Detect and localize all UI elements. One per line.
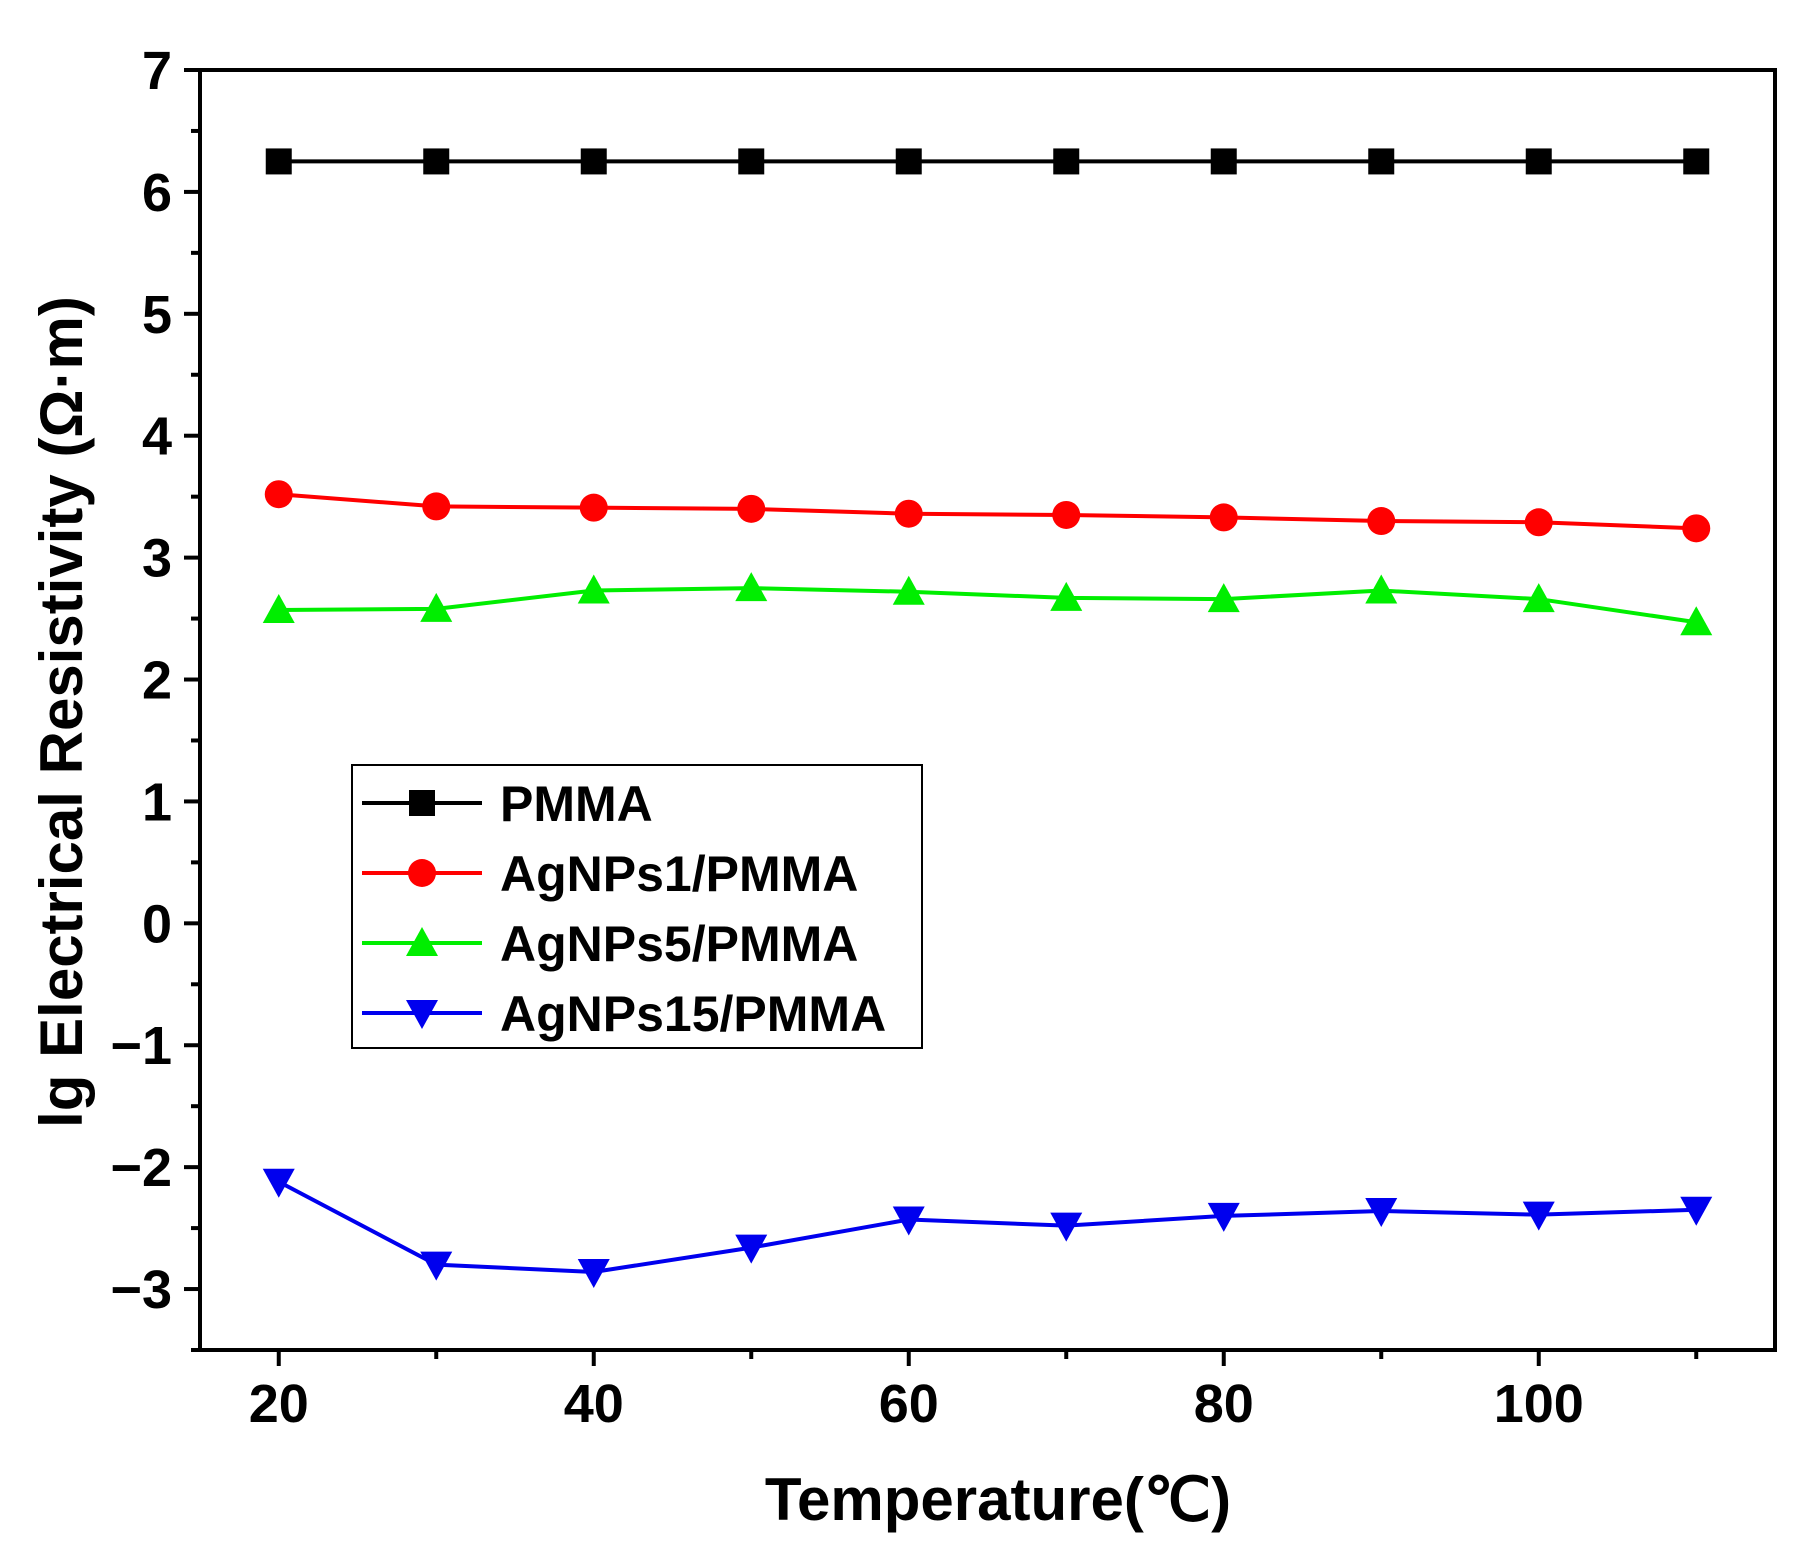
plot-frame [198, 68, 1777, 1352]
data-point [1522, 1201, 1555, 1231]
data-point [423, 148, 450, 175]
y-tick-label: 7 [142, 41, 172, 101]
data-point [262, 594, 295, 624]
series-line [277, 1180, 1697, 1274]
series-line [278, 586, 1697, 625]
legend-label: AgNPs5/PMMA [500, 916, 858, 972]
data-point [1682, 514, 1711, 543]
x-tick-label: 80 [1194, 1374, 1254, 1434]
y-tick-label: 0 [142, 894, 172, 954]
data-point [737, 494, 766, 523]
y-tick-label: −3 [110, 1260, 172, 1320]
data-point [1680, 1196, 1713, 1226]
legend-item: AgNPs5/PMMA [362, 916, 858, 972]
series-agnps5-pmma [262, 572, 1713, 636]
data-point [422, 492, 451, 521]
data-point [264, 480, 293, 509]
legend-item: AgNPs15/PMMA [362, 986, 886, 1042]
x-axis-title: Temperature(℃) [765, 1466, 1231, 1533]
y-tick-label: 1 [142, 772, 172, 832]
y-tick-label: −2 [110, 1138, 172, 1198]
data-point [738, 148, 765, 175]
plot-layer: 20 40 60 80 100 −3 −2 −1 0 1 2 3 4 5 6 7 PMMA AgNPs1/PMMA… [110, 41, 1777, 1434]
data-point [1052, 500, 1081, 529]
data-point [1522, 583, 1555, 613]
data-point [895, 148, 922, 175]
legend-box [351, 764, 923, 1049]
y-tick-label: 4 [142, 407, 172, 467]
legend-label: AgNPs1/PMMA [500, 846, 858, 902]
data-point [735, 572, 768, 602]
data-point [1209, 503, 1238, 532]
y-tick-label: 3 [142, 529, 172, 589]
x-tick-label: 40 [564, 1374, 624, 1434]
data-point [892, 575, 925, 605]
data-point [1053, 148, 1080, 175]
data-point [1524, 508, 1553, 537]
x-tick-label: 60 [879, 1374, 939, 1434]
data-point [1365, 1198, 1398, 1228]
data-point [1365, 574, 1398, 604]
data-point [265, 148, 292, 175]
data-point [1050, 1212, 1083, 1242]
series-agnps1-pmma [264, 480, 1711, 543]
data-point [1680, 606, 1713, 636]
legend: PMMA AgNPs1/PMMA AgNPs5/PMMA AgNPs15/PMMA [351, 764, 923, 1049]
data-point [1368, 148, 1395, 175]
legend-marker [409, 790, 435, 816]
series-line [278, 492, 1697, 531]
legend-label: PMMA [500, 776, 653, 832]
legend-item: PMMA [362, 776, 653, 832]
data-point [577, 1258, 610, 1288]
data-point [580, 148, 607, 175]
x-tick-label: 100 [1494, 1374, 1584, 1434]
data-point [1367, 507, 1396, 536]
legend-marker [406, 927, 438, 956]
y-tick-label: 2 [142, 651, 172, 711]
data-point [1210, 148, 1237, 175]
data-point [892, 1206, 925, 1236]
y-axis-title: lg Electrical Resistivity (Ω·m) [28, 296, 95, 1128]
data-point [420, 592, 453, 622]
series-agnps15-pmma [262, 1168, 1713, 1288]
data-point [1050, 581, 1083, 611]
data-point [1525, 148, 1552, 175]
y-tick-label: 6 [142, 163, 172, 223]
legend-marker [408, 859, 436, 887]
data-point [894, 499, 923, 528]
data-point [735, 1234, 768, 1264]
legend-label: AgNPs15/PMMA [500, 986, 886, 1042]
data-point [579, 493, 608, 522]
y-tick-label: −1 [110, 1016, 172, 1076]
series-pmma [265, 148, 1710, 175]
data-point [1207, 1202, 1240, 1232]
data-point [1207, 583, 1240, 613]
data-point [1683, 148, 1710, 175]
data-point [420, 1251, 453, 1281]
data-point [262, 1168, 295, 1198]
data-point [577, 574, 610, 604]
legend-marker [406, 1000, 438, 1029]
x-tick-label: 20 [249, 1374, 309, 1434]
y-tick-label: 5 [142, 285, 172, 345]
legend-item: AgNPs1/PMMA [362, 846, 858, 902]
